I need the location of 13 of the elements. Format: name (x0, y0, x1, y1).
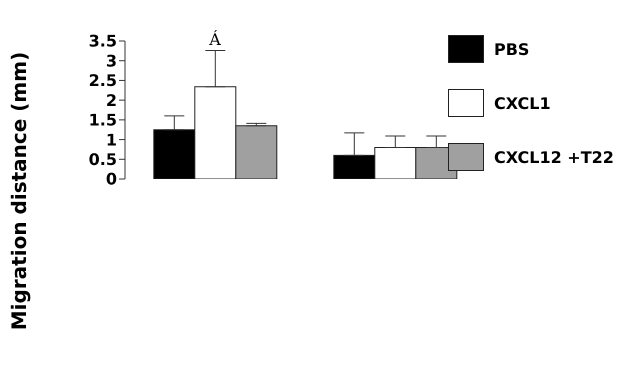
y-tick-label: 3 (106, 51, 117, 70)
y-tick-label: 0 (106, 170, 117, 189)
y-tick-label: 1.5 (88, 110, 117, 130)
legend-label: PBS (494, 40, 530, 58)
y-tick-label: 2.5 (88, 71, 117, 90)
legend-label: CXCL1 (494, 94, 551, 112)
annotation: Á (208, 30, 222, 49)
y-tick-label: 2 (106, 90, 117, 110)
y-tick-label: 3.5 (88, 32, 117, 51)
y-tick-label: 0.5 (88, 150, 117, 169)
y-axis-title: Migration distance (mm) (7, 52, 31, 330)
legend-label: CXCL12 +T22 (494, 148, 614, 166)
y-tick-label: 1 (106, 130, 117, 150)
